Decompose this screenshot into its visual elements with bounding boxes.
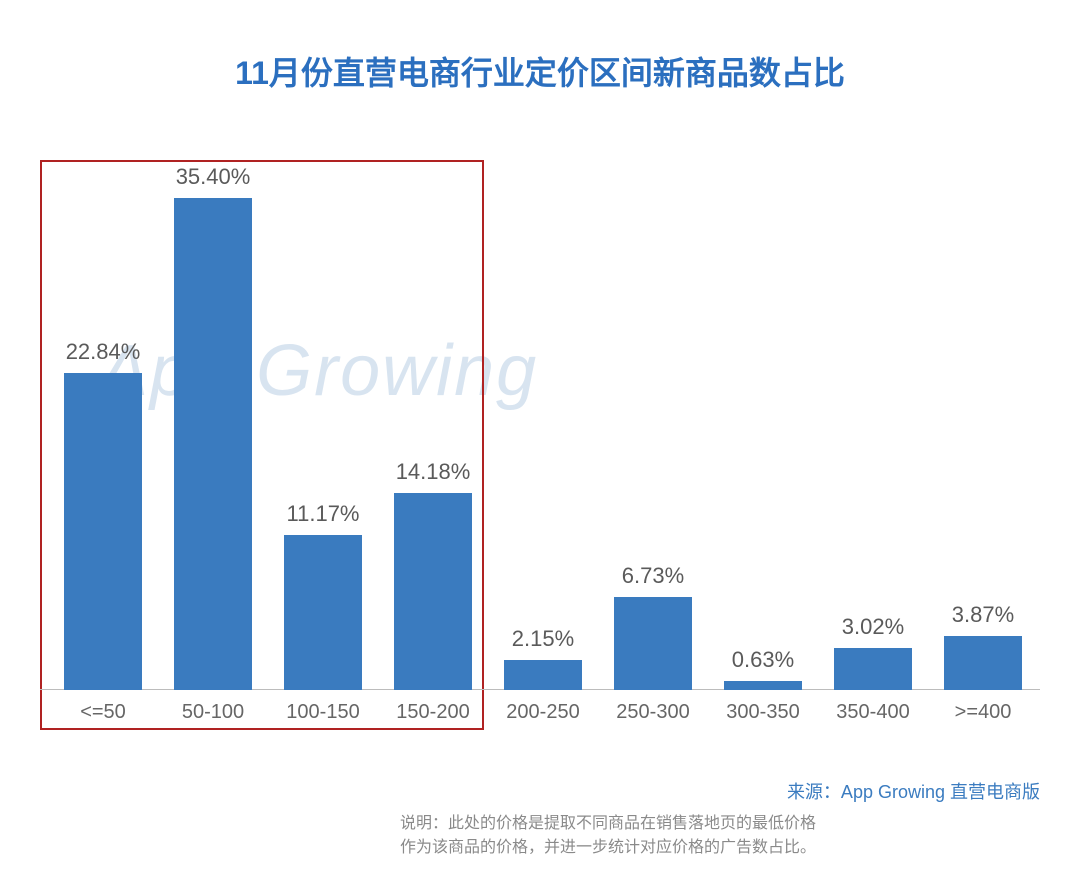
bar-value-label: 35.40% (176, 164, 251, 190)
footnote: 说明：此处的价格是提取不同商品在销售落地页的最低价格 作为该商品的价格，并进一步… (400, 812, 1040, 860)
bar (64, 373, 142, 690)
x-axis-label: <=50 (80, 701, 126, 724)
bar (724, 681, 802, 690)
bar (284, 535, 362, 690)
bar-value-label: 6.73% (622, 563, 684, 589)
footnote-line-2: 作为该商品的价格，并进一步统计对应价格的广告数占比。 (400, 836, 1040, 860)
chart-area: App Growing 22.84%<=5035.40%50-10011.17%… (40, 170, 1040, 730)
x-axis-label: 250-300 (616, 701, 689, 724)
chart-title: 11月份直营电商行业定价区间新商品数占比 (0, 0, 1080, 94)
bar (504, 660, 582, 690)
bar-group: 2.15%200-250 (488, 170, 598, 690)
bar-value-label: 2.15% (512, 626, 574, 652)
x-axis-label: >=400 (955, 701, 1012, 724)
bar-value-label: 0.63% (732, 647, 794, 673)
x-axis-label: 300-350 (726, 701, 799, 724)
x-axis-label: 50-100 (182, 701, 244, 724)
bar (614, 597, 692, 690)
bar (174, 198, 252, 690)
bar-group: 11.17%100-150 (268, 170, 378, 690)
x-axis-label: 100-150 (286, 701, 359, 724)
bar-group: 3.02%350-400 (818, 170, 928, 690)
bar (834, 648, 912, 690)
bar-group: 14.18%150-200 (378, 170, 488, 690)
bar-group: 0.63%300-350 (708, 170, 818, 690)
plot-region: 22.84%<=5035.40%50-10011.17%100-15014.18… (40, 170, 1040, 690)
bar (394, 493, 472, 690)
bar-value-label: 3.87% (952, 602, 1014, 628)
x-axis-label: 200-250 (506, 701, 579, 724)
x-axis-label: 150-200 (396, 701, 469, 724)
x-axis-label: 350-400 (836, 701, 909, 724)
bar-group: 22.84%<=50 (48, 170, 158, 690)
footnote-line-1: 说明：此处的价格是提取不同商品在销售落地页的最低价格 (400, 812, 1040, 836)
bar-group: 35.40%50-100 (158, 170, 268, 690)
source-attribution: 来源：App Growing 直营电商版 (787, 778, 1040, 804)
bar-value-label: 11.17% (287, 501, 360, 527)
bar-value-label: 22.84% (66, 339, 141, 365)
bar-group: 6.73%250-300 (598, 170, 708, 690)
bar (944, 636, 1022, 690)
bar-value-label: 14.18% (396, 459, 471, 485)
bar-group: 3.87%>=400 (928, 170, 1038, 690)
bar-value-label: 3.02% (842, 614, 904, 640)
